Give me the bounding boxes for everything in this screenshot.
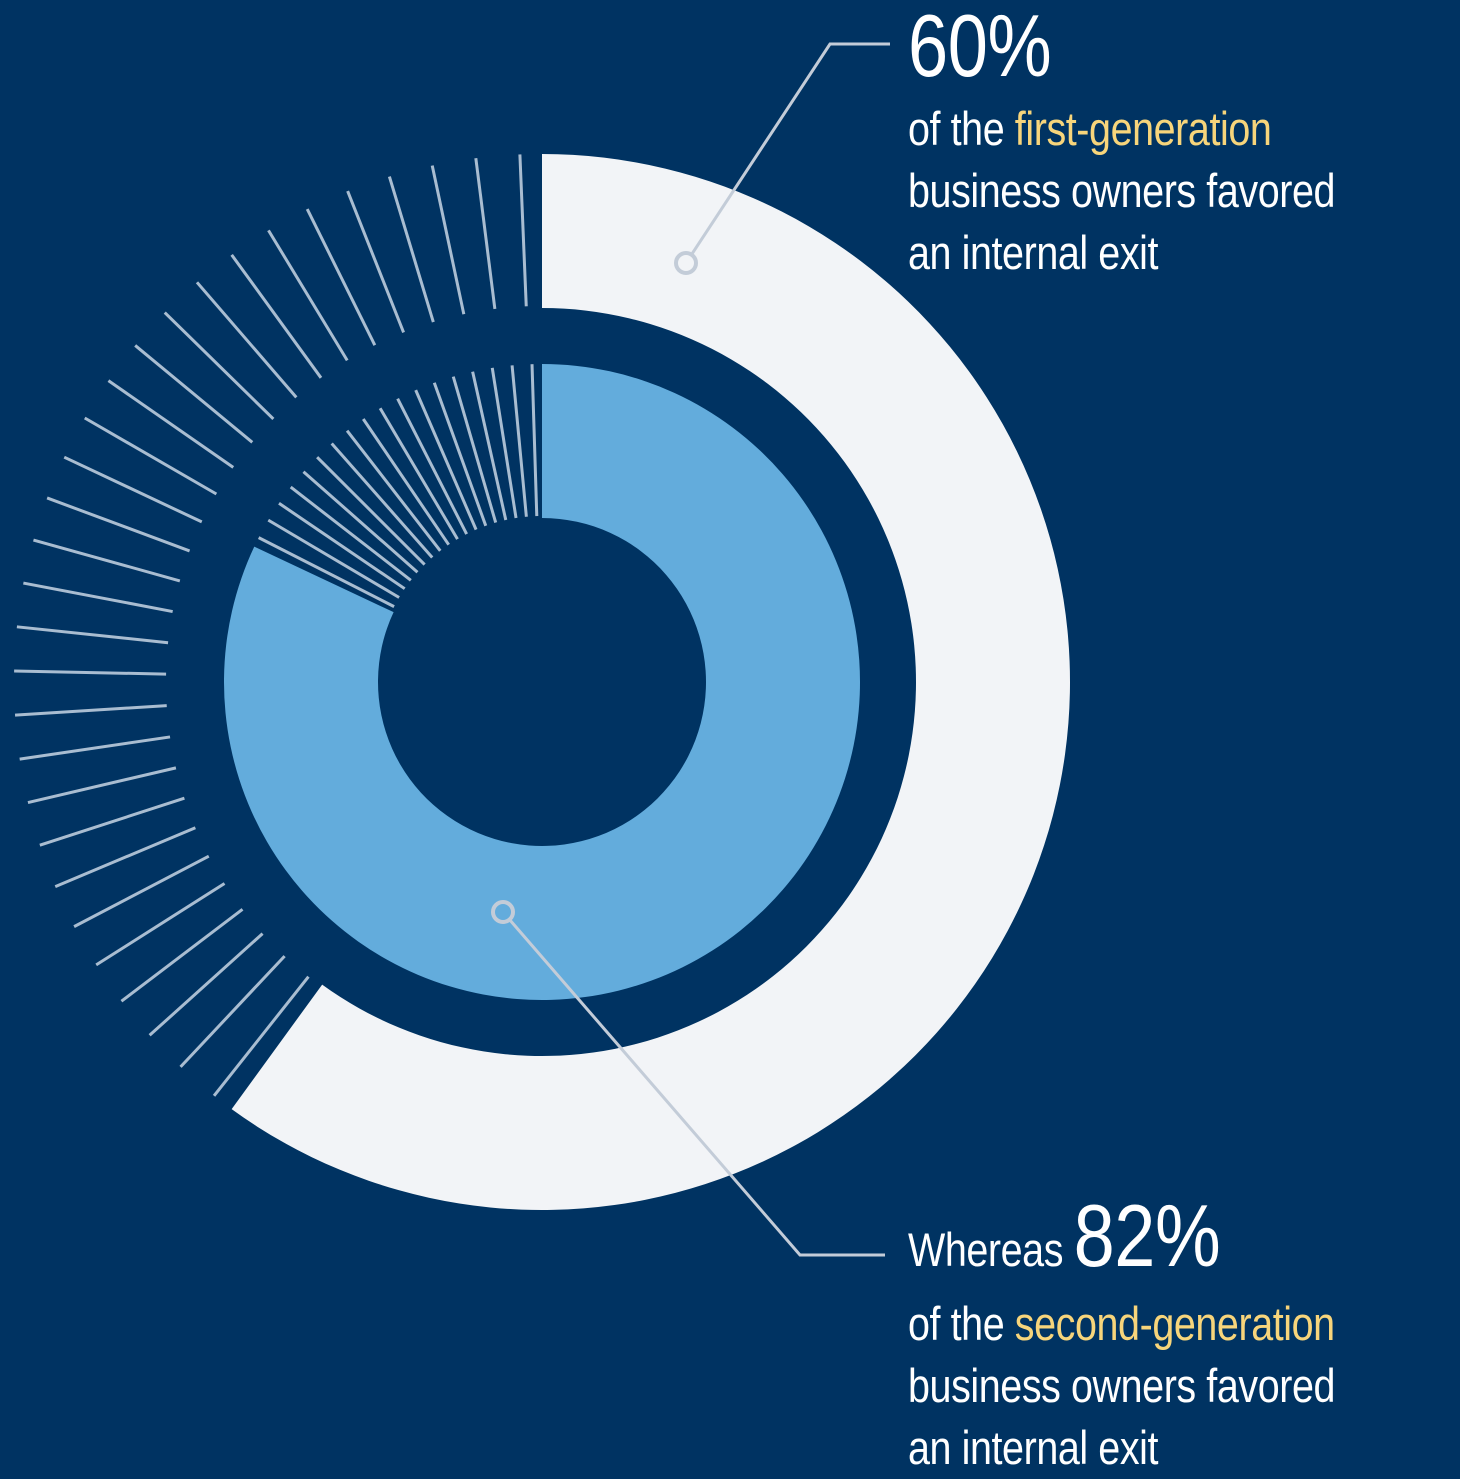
first-generation-callout: 60% of the first-generation business own…: [908, 2, 1416, 284]
first-generation-highlight: first-generation: [1014, 102, 1272, 155]
inner-remainder-tick: [471, 371, 508, 521]
outer-remainder-tick: [107, 379, 235, 469]
top-leader-line: [684, 42, 890, 264]
second-generation-line2: business owners favored: [908, 1359, 1336, 1412]
outer-remainder-tick: [212, 975, 310, 1097]
outer-remainder-tick: [474, 157, 497, 310]
inner-remainder-tick: [414, 389, 478, 531]
inner-remainder-tick: [289, 485, 412, 582]
inner-remainder-tick: [396, 397, 468, 535]
outer-remainder-tick: [163, 311, 275, 420]
outer-remainder-tick: [518, 154, 528, 307]
outer-remainder-tick: [39, 796, 185, 847]
outer-remainder-tick: [179, 955, 286, 1068]
outer-remainder-tick: [46, 496, 191, 553]
bottom-leader-line: [501, 911, 885, 1257]
outer-remainder-tick: [23, 581, 173, 614]
first-generation-line3: an internal exit: [908, 226, 1159, 279]
outer-remainder-tick: [14, 669, 167, 676]
outer-remainder-tick: [305, 208, 377, 346]
inner-remainder-tick: [490, 367, 518, 519]
outer-remainder-tick: [63, 455, 203, 524]
inner-remainder-tick: [378, 407, 459, 540]
first-generation-line1: of the first-generation: [908, 102, 1272, 155]
inner-remainder-tick: [510, 365, 528, 517]
inner-remainder-tick: [302, 470, 419, 574]
inner-remainder-tick: [362, 418, 450, 546]
top-leader-dot: [674, 251, 698, 275]
outer-remainder-tick: [19, 735, 171, 761]
outer-remainder-tick: [16, 625, 169, 645]
second-generation-callout: Whereas 82% of the second-generation bus…: [908, 1186, 1416, 1479]
outer-remainder-tick: [195, 281, 298, 399]
outer-remainder-tick: [33, 538, 181, 583]
bottom-leader-dot: [491, 900, 515, 924]
outer-remainder-tick: [430, 165, 466, 315]
inner-remainder-tick: [278, 502, 406, 590]
inner-remainder-tick: [330, 442, 434, 559]
outer-remainder-tick: [148, 932, 264, 1037]
outer-remainder-tick: [14, 704, 167, 717]
outer-remainder-tick: [230, 253, 323, 379]
second-generation-value: 82%: [1073, 1186, 1221, 1285]
outer-remainder-tick: [27, 766, 177, 805]
outer-remainder-tick: [73, 854, 210, 928]
second-generation-line1: of the second-generation: [908, 1297, 1335, 1350]
outer-remainder-tick: [54, 826, 196, 888]
second-generation-line3: an internal exit: [908, 1421, 1159, 1474]
outer-remainder-tick: [267, 229, 349, 362]
inner-remainder-tick: [267, 518, 400, 599]
outer-remainder-tick: [120, 908, 244, 1003]
first-generation-value: 60%: [908, 0, 1052, 95]
outer-remainder-tick: [95, 882, 226, 967]
inner-remainder-tick: [316, 456, 426, 566]
first-generation-line2: business owners favored: [908, 164, 1336, 217]
inner-ring-second-generation: [224, 364, 860, 1000]
outer-ring-remainder-ticks: [14, 154, 528, 1097]
second-generation-highlight: second-generation: [1014, 1297, 1335, 1350]
outer-ring-first-generation: [231, 154, 1070, 1210]
outer-remainder-tick: [134, 344, 254, 444]
second-generation-header: Whereas 82%: [908, 1186, 1221, 1285]
inner-remainder-tick: [530, 364, 539, 517]
outer-remainder-tick: [83, 416, 218, 496]
inner-remainder-tick: [451, 376, 498, 524]
outer-remainder-tick: [387, 176, 435, 323]
outer-remainder-tick: [346, 190, 405, 333]
inner-ring-remainder-ticks: [257, 364, 539, 608]
inner-remainder-tick: [257, 536, 395, 608]
inner-remainder-tick: [345, 429, 442, 552]
inner-remainder-tick: [432, 382, 488, 527]
